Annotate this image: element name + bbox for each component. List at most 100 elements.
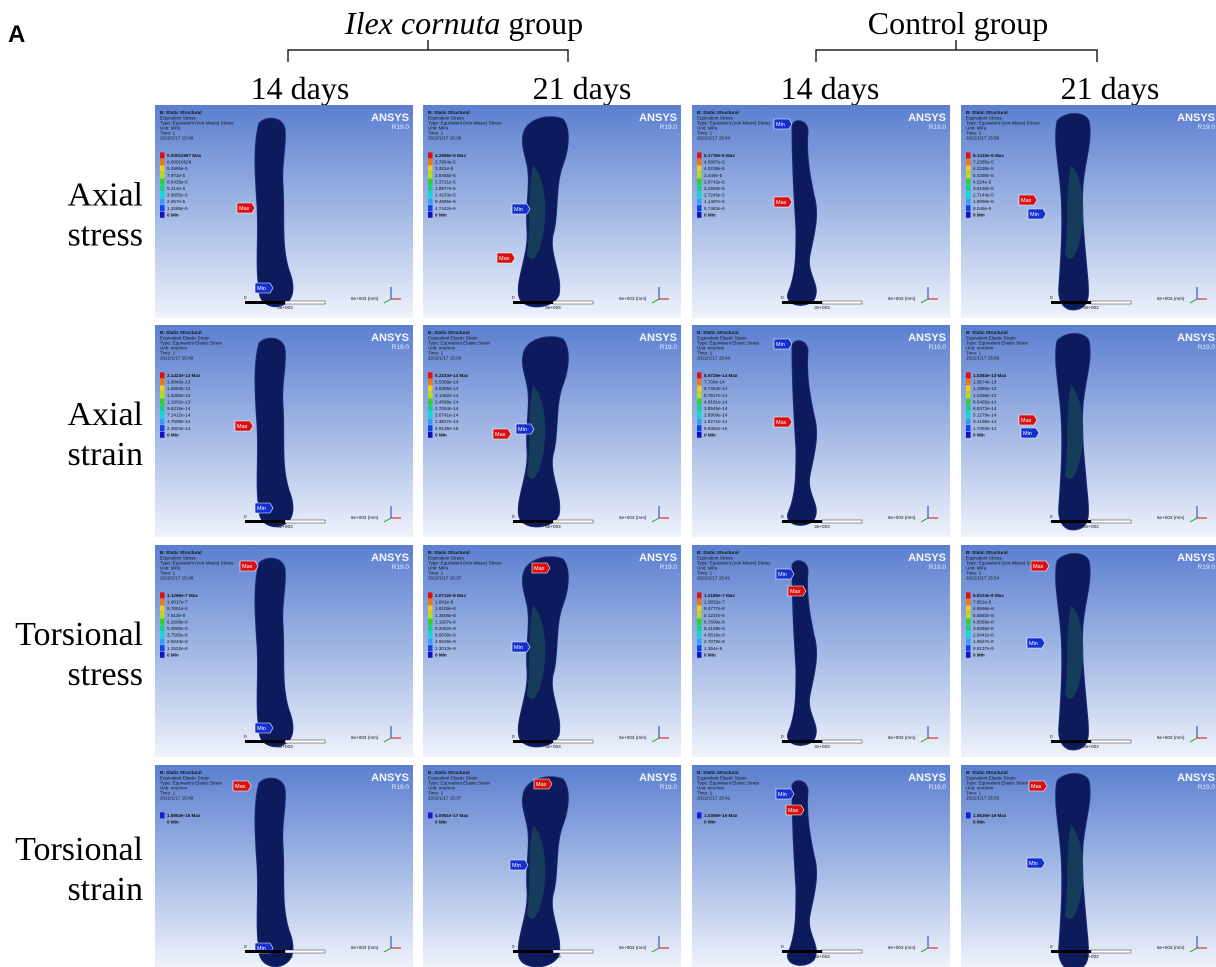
result-panel: B: Static StructuralEquivalent Elastic S… (961, 765, 1216, 967)
legend-swatch (697, 425, 702, 431)
min-tag: Min (1023, 431, 1032, 437)
max-tag: Max (499, 256, 510, 262)
scale-start: 0 (244, 295, 247, 300)
brand: ANSYS (371, 332, 409, 344)
legend-swatch (160, 399, 165, 405)
legend-label: 0 Min (167, 432, 179, 437)
legend-swatch (966, 152, 971, 158)
legend-swatch (428, 166, 433, 172)
scale-start: 0 (1050, 734, 1053, 739)
scale-start: 0 (781, 944, 784, 949)
panel-title: B: Static Structural (428, 770, 470, 775)
legend-label: 0 Min (704, 820, 716, 825)
row-label: stress (67, 656, 143, 693)
legend-swatch (160, 612, 165, 618)
legend-label: 0 Min (704, 652, 716, 657)
column-title: 14 days (251, 70, 350, 106)
legend-label: 0.00011957 Max (167, 153, 202, 158)
scale-bar (1091, 950, 1131, 953)
legend-swatch (428, 152, 433, 158)
legend-swatch (428, 405, 433, 411)
legend-label: 6.7454e-14 (704, 386, 728, 391)
legend-swatch (966, 652, 971, 658)
max-tag: Max (242, 564, 253, 570)
scale-bar (822, 301, 862, 304)
legend-swatch (160, 812, 165, 818)
max-tag: Max (534, 566, 545, 572)
legend-label: 5.1735e-5 Max (704, 153, 735, 158)
legend-swatch (697, 812, 702, 818)
panel-title: B: Static Structural (966, 770, 1008, 775)
legend-swatch (966, 612, 971, 618)
legend-swatch (160, 412, 165, 418)
legend-label: 1.0017e-7 (167, 600, 188, 605)
legend-swatch (160, 432, 165, 438)
scale-start: 0 (1050, 514, 1053, 519)
legend-label: 2.7079e-8 (704, 639, 725, 644)
result-panel: B: Static StructuralEquivalent StressTyp… (155, 105, 413, 318)
legend-swatch (160, 152, 165, 158)
legend-label: 2.5043e-8 (167, 639, 188, 644)
scale-bar (513, 740, 553, 743)
scale-mid: 3e+003 (1083, 744, 1099, 749)
legend-label: 4.8181e-14 (704, 399, 728, 404)
scale-bar (782, 950, 822, 953)
brand: ANSYS (371, 552, 409, 564)
brand: ANSYS (639, 332, 677, 344)
panel-title: B: Static Structural (160, 770, 202, 775)
legend-swatch (697, 625, 702, 631)
version: R19.0 (1198, 344, 1216, 351)
legend-label: 2.8742e-5 (704, 179, 725, 184)
legend-label: 7.971e-5 (167, 173, 186, 178)
legend-swatch (428, 386, 433, 392)
group-title-italic: Ilex cornuta (344, 5, 501, 41)
legend-swatch (966, 199, 971, 205)
scale-bar (822, 740, 862, 743)
scale-start: 0 (512, 734, 515, 739)
legend-label: 9.048e-6 (973, 206, 992, 211)
legend-label: 1.1507e-8 (435, 619, 456, 624)
scale-bar (553, 950, 593, 953)
legend-label: 2.657e-5 (167, 199, 186, 204)
legend-label: 1.2522e-8 (167, 646, 188, 651)
legend-swatch (160, 172, 165, 178)
max-tag: Max (1021, 418, 1032, 424)
legend-label: 2.9441e-8 (973, 633, 994, 638)
legend-label: 1.4282e-13 (167, 393, 191, 398)
scale-mid: 3e+003 (545, 744, 561, 749)
brand: ANSYS (371, 772, 409, 784)
scale-bar (822, 520, 862, 523)
legend-label: 1.0832e-7 (704, 600, 725, 605)
legend-label: 7.709e-14 (704, 380, 725, 385)
scale-bar (1091, 740, 1131, 743)
scale-bar (553, 740, 593, 743)
legend-swatch (428, 812, 433, 818)
legend-label: 1.1902e-13 (167, 399, 191, 404)
scale-bar (285, 520, 325, 523)
figure: A Ilex cornutagroup Control group 14 day… (0, 0, 1216, 967)
max-tag: Max (237, 424, 248, 430)
legend-label: 3.9855e-5 (167, 193, 188, 198)
max-tag: Max (1033, 564, 1044, 570)
result-panel: B: Static StructuralEquivalent StressTyp… (155, 545, 413, 757)
legend-swatch (966, 192, 971, 198)
legend-label: 0 Min (435, 652, 447, 657)
scale-end: 6e+003 (mm) (1157, 515, 1185, 520)
legend-label: 0.00010628 (167, 160, 192, 165)
version: R19.0 (1198, 124, 1216, 131)
scale-mid: 3e+003 (1083, 305, 1099, 310)
version: R19.0 (929, 344, 947, 351)
legend-swatch (428, 599, 433, 605)
legend-label: 4.6026e-9 (435, 639, 456, 644)
legend-swatch (160, 205, 165, 211)
brand: ANSYS (1177, 112, 1215, 124)
max-tag: Max (1021, 198, 1032, 204)
brand: ANSYS (908, 112, 946, 124)
row-label: Axial (67, 177, 143, 214)
brand: ANSYS (908, 552, 946, 564)
scale-end: 6e+003 (mm) (351, 296, 379, 301)
panel-date: 2022/1/17 15:54 (966, 576, 1000, 581)
legend-label: 1.8977e-5 (435, 186, 456, 191)
legend-label: 9.4885e-6 (435, 199, 456, 204)
legend-label: 3.9255e-8 (973, 626, 994, 631)
